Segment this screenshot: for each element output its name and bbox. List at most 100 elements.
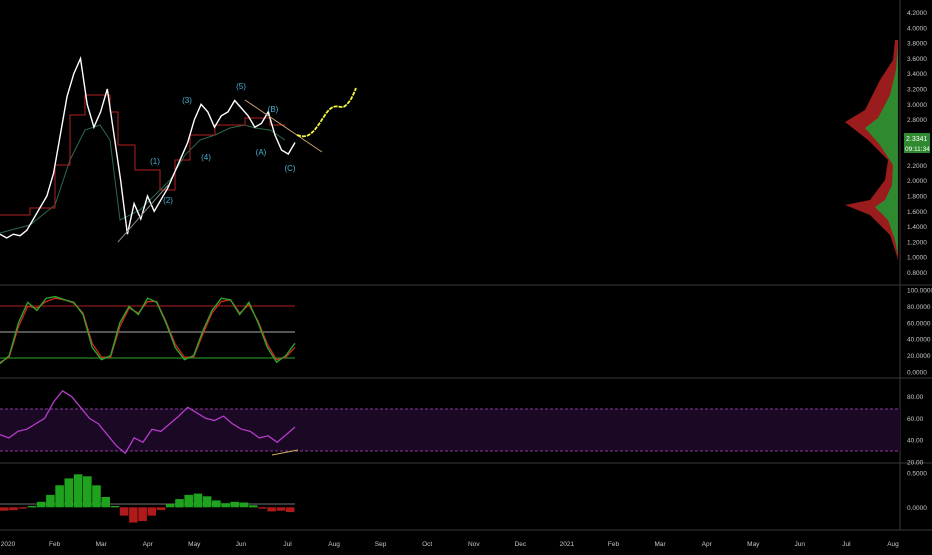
histogram-bars: [0, 474, 295, 523]
price-line[interactable]: [0, 55, 296, 239]
time-axis-label: Aug: [328, 541, 340, 548]
histogram-bar: [221, 503, 230, 508]
histogram-bar: [147, 507, 157, 516]
histogram-bar: [267, 507, 276, 512]
current-price-badge: [904, 133, 930, 143]
histogram-bar: [9, 507, 18, 511]
histogram-bar: [129, 507, 138, 523]
trendline[interactable]: [117, 184, 169, 243]
volume-profile: [845, 40, 898, 260]
divergence-line[interactable]: [271, 449, 299, 456]
price-tick-label: 1.6000: [907, 209, 927, 216]
stochastic-panel[interactable]: 0.0000 20.0000 40.0000 60.0000 80.0000 100.00…: [0, 288, 932, 377]
time-axis-label: Jul: [283, 541, 292, 548]
time-axis-label: Feb: [49, 541, 61, 548]
wave-label: (3): [182, 96, 192, 105]
wave-label: (2): [163, 196, 173, 205]
histogram-bar: [184, 494, 193, 508]
histogram-bar: [165, 503, 175, 508]
histogram-bar: [285, 507, 295, 513]
countdown-label: 09:11:34: [905, 146, 930, 153]
rsi-tick-label: 60.00: [907, 416, 924, 423]
histogram-bar: [55, 485, 64, 508]
stochastic-tick-label: 0.0000: [907, 370, 927, 377]
wave-label: (5): [236, 82, 246, 91]
price-tick-label: 4.2000: [907, 10, 927, 17]
time-axis-label: May: [188, 541, 201, 548]
histogram-bar: [276, 507, 286, 511]
rsi-axis[interactable]: 20.00 40.00 60.00 80.00: [907, 394, 924, 467]
price-tick-label: 1.0000: [907, 255, 927, 262]
stochastic-tick-label: 100.0000: [907, 288, 932, 295]
stochastic-d-line[interactable]: [0, 297, 296, 363]
volume-profile-up: [865, 45, 898, 255]
stochastic-tick-label: 20.0000: [907, 353, 931, 360]
time-axis-label: Mar: [96, 541, 108, 548]
rsi-band: [0, 409, 900, 451]
countdown-badge: [904, 143, 930, 153]
wave-label: (B): [268, 105, 279, 114]
histogram-bar: [258, 507, 267, 509]
price-panel[interactable]: (1) (2) (3) (4) (5) (A) (B) (C) 0.8000 1.0000 1.2…: [0, 10, 930, 277]
time-axis-label: Mar: [654, 541, 666, 548]
wave-label: (1): [150, 157, 160, 166]
rsi-panel[interactable]: 20.00 40.00 60.00 80.00: [0, 390, 924, 467]
price-tick-label: 3.4000: [907, 71, 927, 78]
price-tick-label: 1.8000: [907, 194, 927, 201]
stepped-line: [0, 94, 285, 216]
time-axis-label: May: [747, 541, 760, 548]
stochastic-tick-label: 80.0000: [907, 304, 931, 311]
histogram-bar: [0, 507, 9, 511]
stochastic-tick-label: 40.0000: [907, 337, 931, 344]
histogram-bar: [101, 497, 110, 508]
histogram-bar: [156, 507, 166, 511]
time-axis-label: Apr: [702, 541, 713, 548]
momentum-panel[interactable]: 0.0000 0.5000: [0, 470, 927, 523]
projection-path[interactable]: [296, 87, 357, 138]
time-axis-label: Aug: [887, 541, 899, 548]
time-axis-label: Jul: [842, 541, 851, 548]
price-tick-label: 1.4000: [907, 224, 927, 231]
price-tick-label: 4.0000: [907, 25, 927, 32]
histogram-bar: [83, 476, 92, 508]
stochastic-tick-label: 60.0000: [907, 320, 931, 327]
time-axis[interactable]: 2020 Feb Mar Apr May Jun Jul Aug Sep Oct Nov Dec 202…: [1, 541, 899, 548]
stochastic-axis[interactable]: 0.0000 20.0000 40.0000 60.0000 80.0000 100.00…: [907, 288, 932, 377]
momentum-axis[interactable]: 0.0000 0.5000: [907, 470, 927, 511]
momentum-tick-label: 0.5000: [907, 470, 927, 477]
wave-label: (A): [256, 148, 267, 157]
rsi-tick-label: 40.00: [907, 438, 924, 445]
time-axis-label: 2021: [560, 541, 575, 548]
time-axis-label: Jun: [236, 541, 247, 548]
time-axis-label: Apr: [143, 541, 154, 548]
wave-label: (4): [201, 153, 211, 162]
histogram-bar: [212, 500, 221, 508]
time-axis-label: Sep: [375, 541, 387, 548]
price-tick-label: 2.8000: [907, 117, 927, 124]
histogram-bar: [36, 501, 46, 508]
price-tick-label: 3.2000: [907, 87, 927, 94]
time-axis-label: Feb: [608, 541, 620, 548]
histogram-bar: [230, 501, 240, 508]
rsi-tick-label: 20.00: [907, 460, 924, 467]
price-tick-label: 2.2000: [907, 163, 927, 170]
wave-label: (C): [284, 164, 295, 173]
rsi-tick-label: 80.00: [907, 394, 924, 401]
stochastic-k-line[interactable]: [0, 295, 296, 365]
histogram-bar: [110, 506, 120, 508]
price-tick-label: 2.0000: [907, 178, 927, 185]
rsi-line[interactable]: [0, 390, 296, 455]
histogram-bar: [239, 502, 249, 508]
wave-labels: (1) (2) (3) (4) (5) (A) (B) (C): [150, 82, 296, 205]
momentum-tick-label: 0.0000: [907, 505, 927, 512]
time-axis-label: 2020: [1, 541, 16, 548]
histogram-bar: [248, 505, 258, 508]
time-axis-label: Oct: [422, 541, 432, 548]
histogram-bar: [92, 485, 101, 508]
trendline[interactable]: [244, 99, 323, 153]
histogram-bar: [175, 499, 184, 508]
current-price-label: 2.3341: [906, 136, 928, 143]
